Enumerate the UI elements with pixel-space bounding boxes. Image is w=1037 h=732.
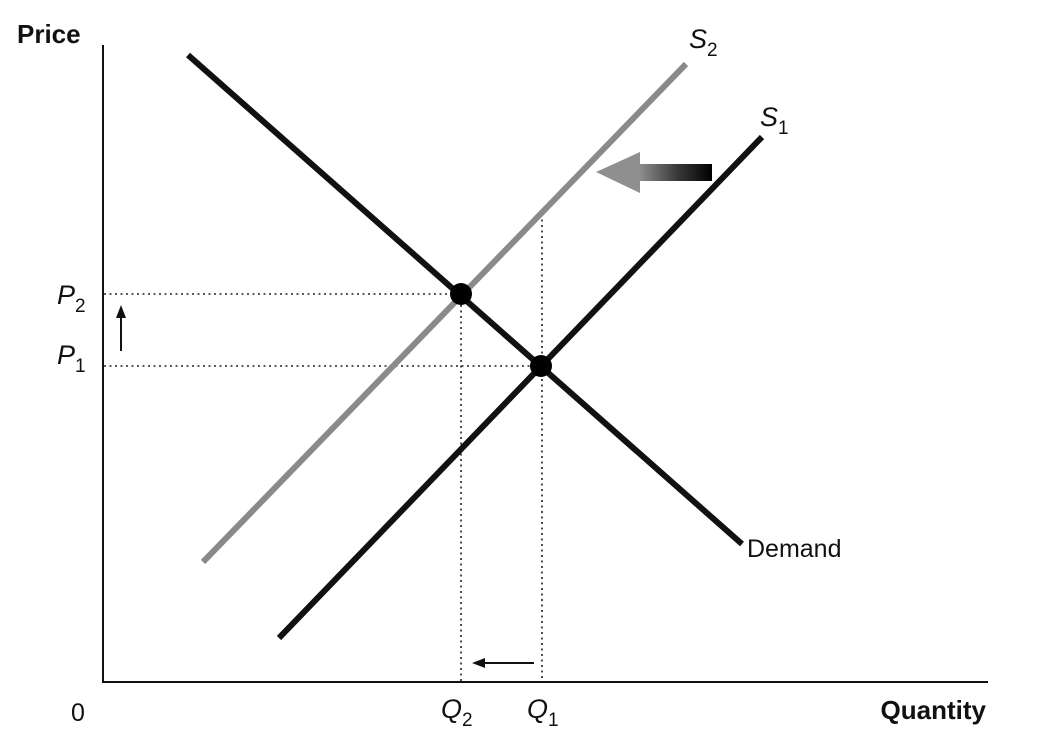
quantity-label-q1: Q1 [527, 694, 559, 731]
quantity-decrease-arrow [472, 658, 534, 668]
price-increase-arrow [116, 305, 126, 351]
supply-label-s2: S2 [689, 24, 718, 61]
y-axis-title: Price [17, 19, 81, 49]
price-label-p1: P1 [57, 340, 86, 377]
price-label-p2: P2 [57, 280, 86, 317]
equilibrium-point-new [450, 283, 472, 305]
supply-curve-s1 [276, 134, 765, 641]
demand-label: Demand [747, 535, 842, 563]
x-axis-title: Quantity [881, 695, 987, 725]
quantity-label-q2: Q2 [441, 694, 473, 731]
supply-label-s1: S1 [760, 102, 789, 139]
equilibrium-point-initial [530, 355, 552, 377]
supply-shift-arrow [596, 152, 712, 193]
origin-label: 0 [71, 699, 85, 727]
supply-curve-s2 [200, 61, 689, 565]
